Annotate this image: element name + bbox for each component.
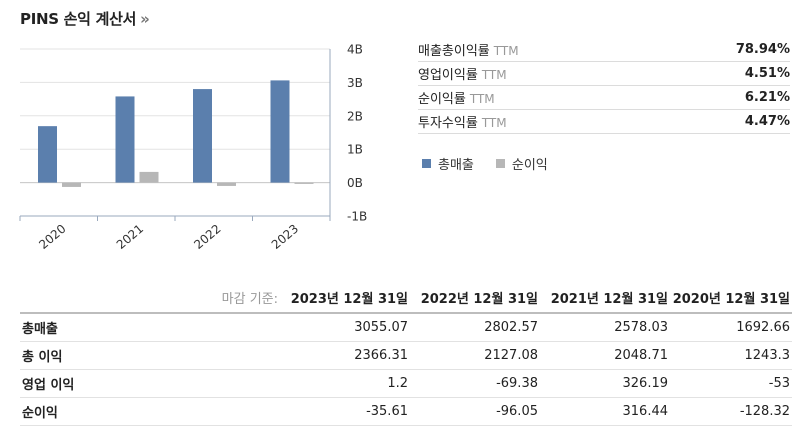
legend-swatch-revenue	[422, 159, 431, 168]
legend-swatch-net-income	[495, 159, 505, 168]
bar-revenue	[193, 89, 212, 183]
table-row: 총매출 3055.07 2802.57 2578.03 1692.66	[20, 313, 792, 342]
ratio-value: 6.21%	[744, 90, 790, 105]
x-tick-label: 2023	[269, 222, 301, 252]
legend-item-revenue: 총매출	[422, 154, 474, 173]
x-tick-label: 2022	[191, 222, 223, 252]
column-header: 2022년 12월 31일	[410, 284, 540, 314]
y-tick-label: 0B	[347, 176, 363, 190]
table-cell: -53	[670, 369, 792, 398]
y-tick-label: -1B	[347, 210, 367, 224]
y-tick-label: 1B	[347, 143, 363, 157]
table-cell: 2578.03	[540, 313, 670, 342]
table-cell: 3055.07	[280, 313, 410, 342]
chart-legend: 총매출 순이익	[422, 154, 548, 173]
y-tick-label: 4B	[347, 43, 363, 57]
table-cell: 2048.71	[540, 341, 670, 370]
table-cell: 2127.08	[410, 341, 540, 370]
ratio-label: 투자수익률	[418, 116, 478, 131]
column-header: 2020년 12월 31일	[670, 284, 792, 314]
table-cell: 2366.31	[280, 341, 410, 370]
title-text[interactable]: PINS 손익 계산서	[20, 10, 137, 28]
table-cell: -128.32	[670, 397, 792, 426]
bar-net-income	[294, 182, 314, 184]
ratio-row-roi: 투자수익률 TTM 4.47%	[418, 110, 790, 134]
table-row: 총 이익 2366.31 2127.08 2048.71 1243.3	[20, 341, 792, 370]
ratio-row-gross-margin: 매출총이익률 TTM 78.94%	[418, 38, 790, 62]
ratio-row-operating-margin: 영업이익률 TTM 4.51%	[418, 62, 790, 86]
income-table: 마감 기준: 2023년 12월 31일 2022년 12월 31일 2021년…	[20, 284, 792, 426]
column-header: 2023년 12월 31일	[280, 284, 410, 314]
table-cell: 326.19	[540, 369, 670, 398]
row-label: 총매출	[20, 313, 280, 342]
ratio-label: 순이익률	[418, 92, 466, 107]
bar-net-income	[139, 171, 159, 183]
ratio-suffix: TTM	[481, 68, 507, 82]
table-cell: -69.38	[410, 369, 540, 398]
column-header: 2021년 12월 31일	[540, 284, 670, 314]
table-cell: 316.44	[540, 397, 670, 426]
more-chevron-icon[interactable]: »	[140, 10, 150, 28]
table-cell: 2802.57	[410, 313, 540, 342]
table-header-blank	[20, 284, 168, 314]
table-cell: 1692.66	[670, 313, 792, 342]
ratio-suffix: TTM	[481, 116, 507, 130]
bar-revenue	[270, 80, 290, 183]
table-header-row: 마감 기준: 2023년 12월 31일 2022년 12월 31일 2021년…	[20, 284, 792, 314]
bar-revenue	[115, 96, 135, 183]
x-tick-label: 2020	[36, 222, 68, 252]
legend-label: 순이익	[511, 158, 548, 173]
bar-revenue	[38, 126, 57, 183]
ratio-value: 4.47%	[744, 114, 790, 129]
ratio-label: 영업이익률	[418, 68, 478, 83]
row-label: 총 이익	[20, 341, 280, 370]
y-tick-label: 2B	[347, 109, 363, 123]
ratio-suffix: TTM	[469, 92, 495, 106]
row-label: 영업 이익	[20, 369, 280, 398]
table-cell: 1243.3	[670, 341, 792, 370]
income-chart: 4B 3B 2B 1B 0B -1B 2020 2021 2022 2023	[19, 43, 367, 252]
row-label: 순이익	[20, 397, 280, 426]
table-cell: 1.2	[280, 369, 410, 398]
ratio-row-net-margin: 순이익률 TTM 6.21%	[418, 86, 790, 110]
ratio-label: 매출총이익률	[418, 44, 490, 59]
table-cell: -35.61	[280, 397, 410, 426]
ratio-value: 78.94%	[735, 42, 790, 57]
table-cell: -96.05	[410, 397, 540, 426]
basis-label: 마감 기준:	[168, 284, 280, 314]
y-tick-label: 3B	[347, 76, 363, 90]
ratio-list: 매출총이익률 TTM 78.94% 영업이익률 TTM 4.51% 순이익률 TTM …	[418, 38, 790, 134]
table-row: 순이익 -35.61 -96.05 316.44 -128.32	[20, 397, 792, 426]
legend-label: 총매출	[438, 158, 474, 173]
table-row: 영업 이익 1.2 -69.38 326.19 -53	[20, 369, 792, 398]
page-title[interactable]: PINS 손익 계산서»	[20, 8, 150, 29]
legend-item-net-income: 순이익	[495, 154, 548, 173]
bar-net-income	[62, 182, 81, 187]
x-tick-label: 2021	[114, 222, 146, 252]
bar-net-income	[217, 182, 236, 186]
ratio-suffix: TTM	[493, 44, 519, 58]
ratio-value: 4.51%	[744, 66, 790, 81]
